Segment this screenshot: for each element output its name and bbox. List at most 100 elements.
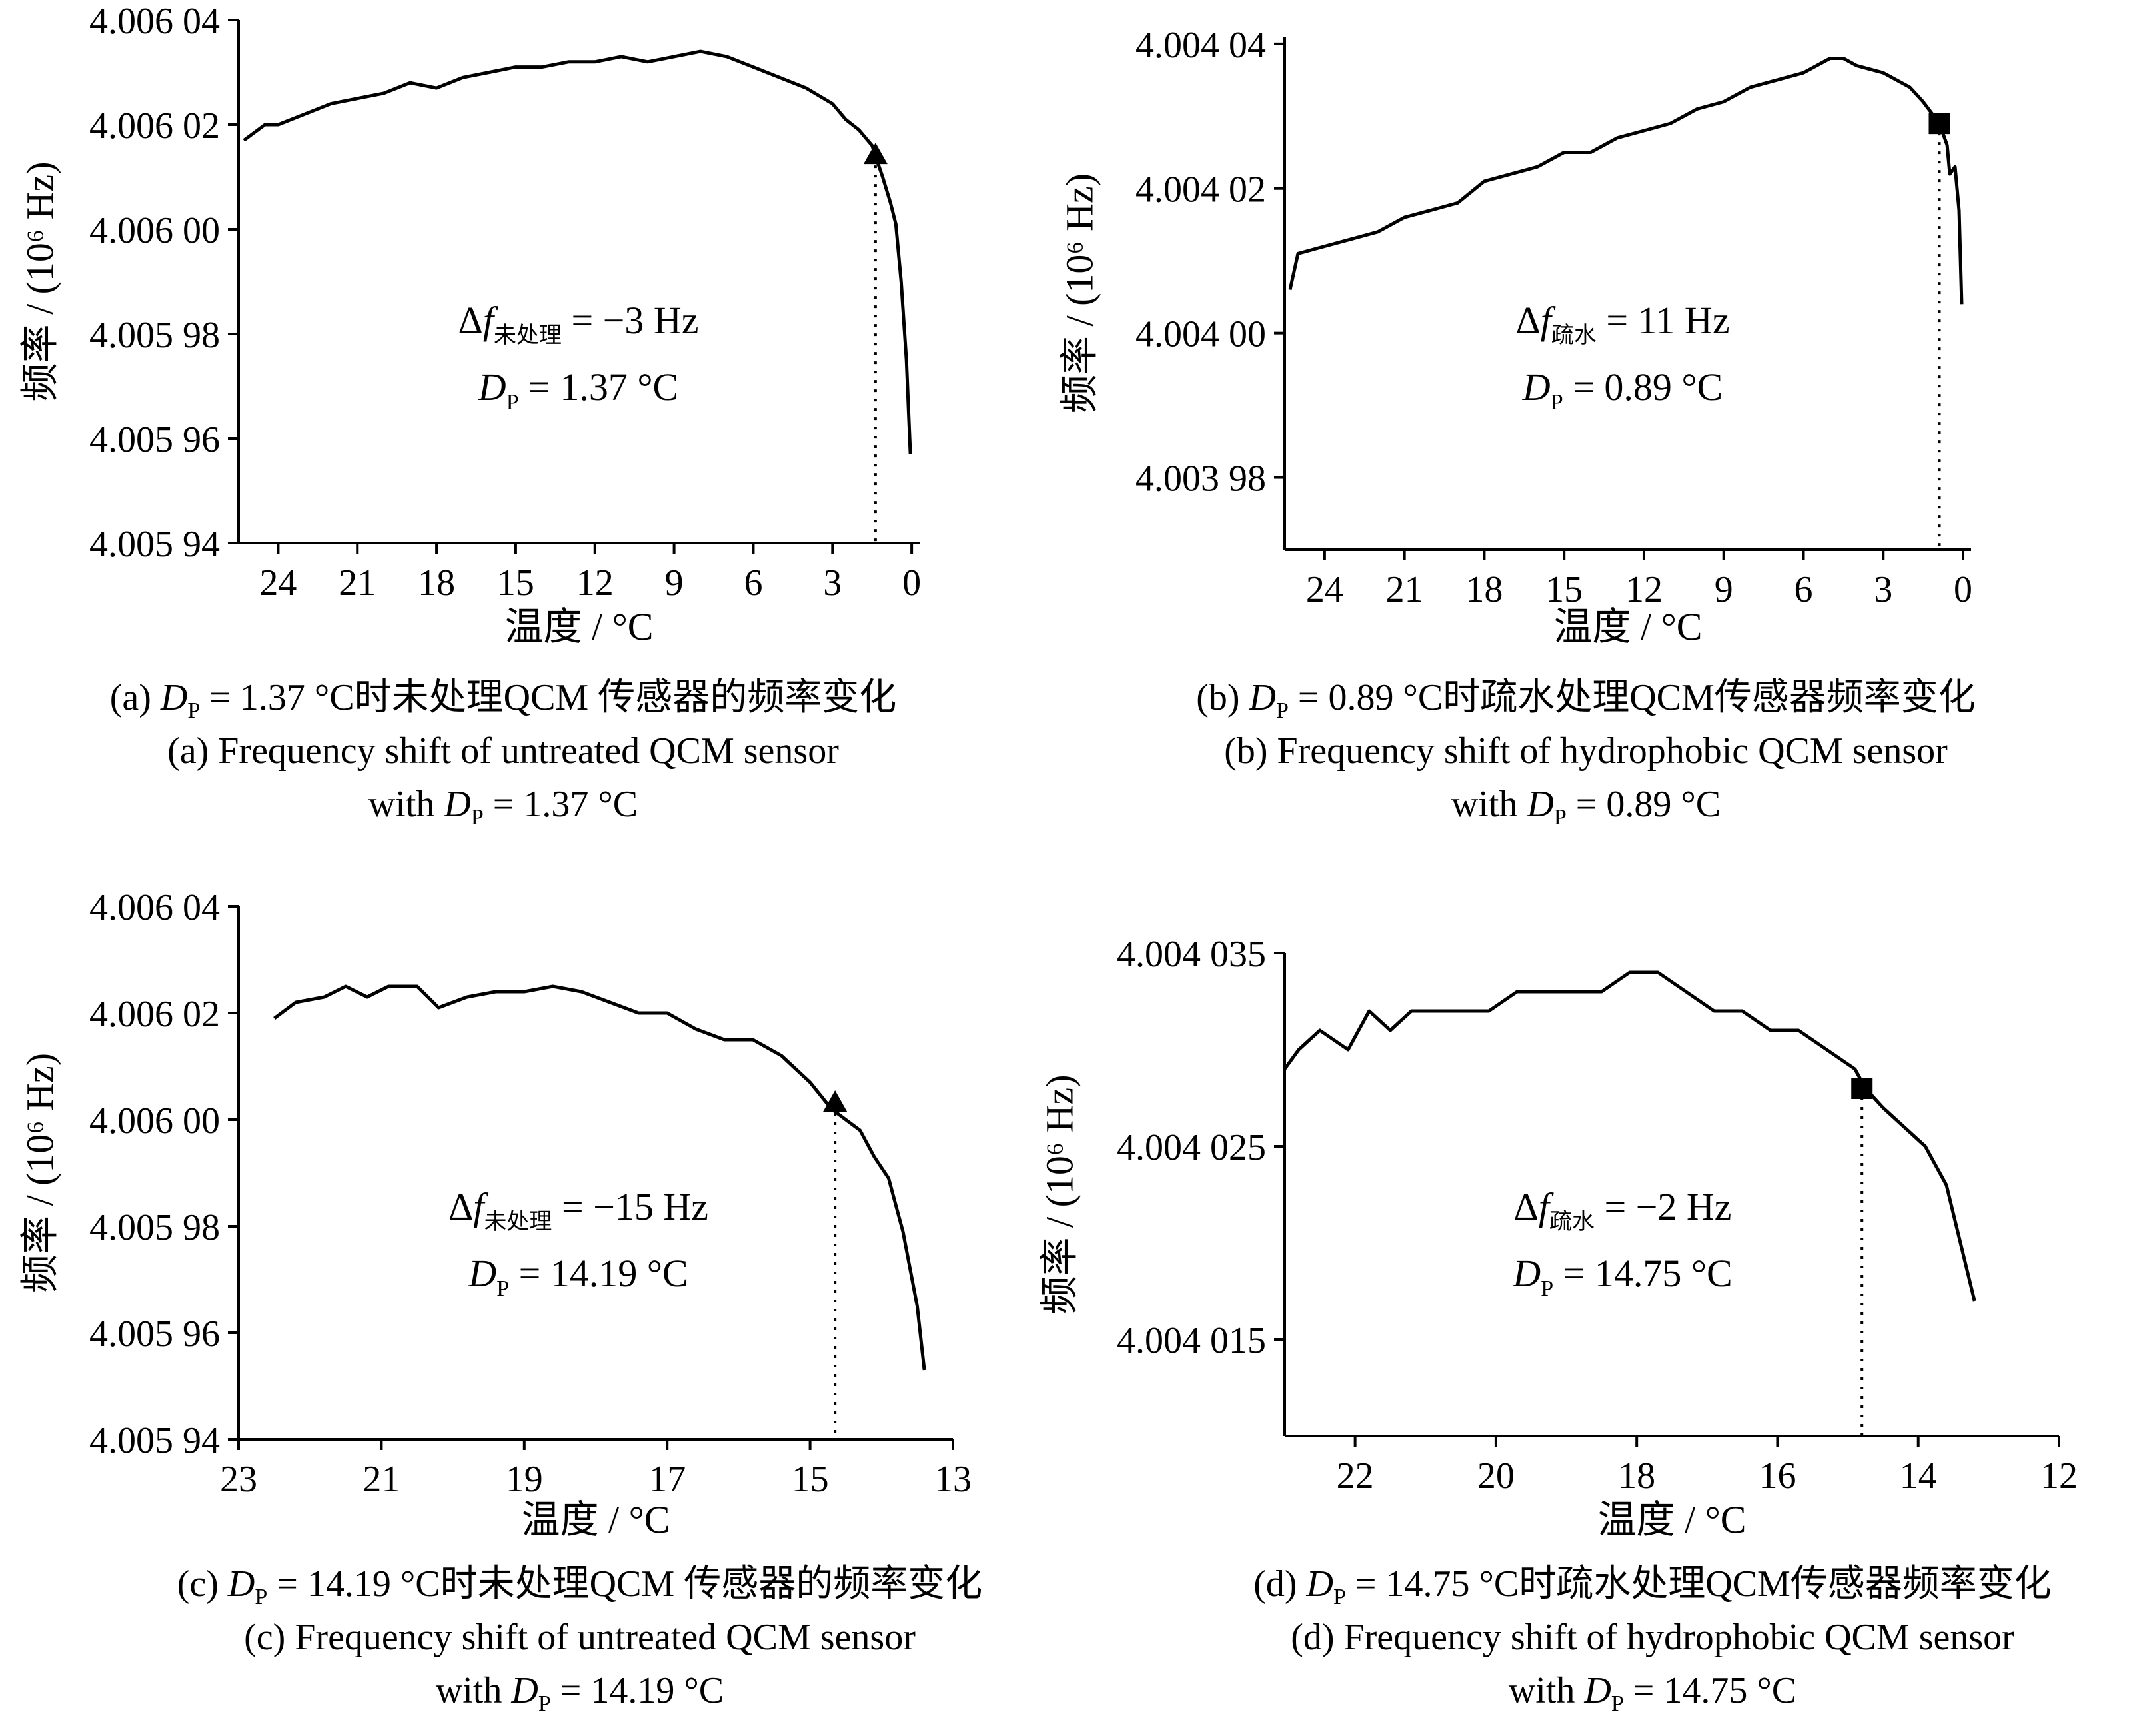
dew-point-marker-square bbox=[1928, 113, 1950, 135]
dp-subscript: P bbox=[187, 698, 200, 723]
dp-subscript: P bbox=[1276, 698, 1289, 723]
caption-english-line2: with DP = 1.37 °C bbox=[368, 784, 638, 830]
x-tick-label: 18 bbox=[1465, 569, 1503, 610]
caption-prefix: (a) bbox=[110, 677, 161, 718]
dew-point-annotation: DP = 14.75 °C bbox=[1512, 1252, 1732, 1301]
y-tick-label: 4.005 94 bbox=[89, 1420, 220, 1461]
caption-prefix: (c) bbox=[177, 1563, 228, 1605]
y-tick-label: 4.004 02 bbox=[1135, 169, 1266, 211]
dp-symbol: D bbox=[1512, 1252, 1541, 1295]
y-tick-label: 4.005 94 bbox=[89, 524, 220, 565]
y-axis-label: 频率 / (10⁶ Hz) bbox=[1058, 173, 1101, 413]
x-tick-label: 20 bbox=[1477, 1455, 1515, 1497]
caption-english-line1: (c) Frequency shift of untreated QCM sen… bbox=[244, 1617, 916, 1658]
x-tick-label: 0 bbox=[902, 562, 921, 604]
dew-point-marker-triangle bbox=[823, 1090, 848, 1112]
panel-c: 4.005 94 4.005 96 4.005 98 4.006 00 4.006 02… bbox=[19, 887, 983, 1716]
dp-value: = 1.37 °C bbox=[519, 365, 679, 409]
caption-english-line1: (a) Frequency shift of untreated QCM sen… bbox=[167, 730, 839, 772]
delta-f-annotation: Δf疏水 = 11 Hz bbox=[1515, 299, 1729, 348]
dp-subscript: P bbox=[1611, 1691, 1624, 1716]
y-tick-label: 4.004 025 bbox=[1117, 1127, 1266, 1168]
x-tick-label: 18 bbox=[418, 562, 455, 604]
x-tick-label: 18 bbox=[1618, 1455, 1655, 1497]
x-tick-label: 6 bbox=[744, 562, 762, 604]
x-axis-label: 温度 / °C bbox=[1554, 605, 1703, 648]
dp-symbol: D bbox=[510, 1670, 538, 1711]
y-axis-label: 频率 / (10⁶ Hz) bbox=[19, 1053, 62, 1293]
x-tick-label: 15 bbox=[497, 562, 534, 604]
x-tick-label: 19 bbox=[506, 1459, 543, 1500]
y-tick-label: 4.006 00 bbox=[89, 1100, 220, 1142]
x-tick-label: 3 bbox=[823, 562, 842, 604]
caption-zh-text: = 0.89 °C时疏水处理QCM传感器频率变化 bbox=[1289, 677, 1976, 718]
dp-subscript: P bbox=[496, 1276, 509, 1301]
x-tick-label: 6 bbox=[1794, 569, 1812, 610]
dp-subscript: P bbox=[538, 1691, 551, 1716]
dp-subscript: P bbox=[1541, 1276, 1553, 1301]
caption-with: with bbox=[436, 1670, 512, 1711]
caption-with: with bbox=[1509, 1670, 1585, 1711]
y-tick-label: 4.004 00 bbox=[1135, 314, 1266, 355]
y-tick-label: 4.006 04 bbox=[89, 887, 220, 928]
y-tick-label: 4.006 04 bbox=[89, 1, 220, 42]
x-tick-label: 0 bbox=[1954, 569, 1972, 610]
dp-symbol: D bbox=[1306, 1563, 1333, 1605]
dp-value: = 14.19 °C bbox=[509, 1252, 688, 1295]
dp-value: = 14.75 °C bbox=[1553, 1252, 1733, 1295]
caption-zh-text: = 1.37 °C时未处理QCM 传感器的频率变化 bbox=[200, 677, 896, 718]
x-tick-label: 16 bbox=[1759, 1455, 1796, 1497]
x-tick-label: 24 bbox=[259, 562, 297, 604]
x-tick-label: 21 bbox=[1386, 569, 1423, 610]
x-tick-label: 9 bbox=[665, 562, 684, 604]
x-tick-label: 14 bbox=[1900, 1455, 1937, 1497]
delta-f-annotation: Δf未处理 = −3 Hz bbox=[458, 299, 699, 348]
x-tick-label: 9 bbox=[1715, 569, 1733, 610]
dp-subscript: P bbox=[1333, 1585, 1346, 1609]
dp-symbol: D bbox=[1526, 784, 1553, 825]
x-tick-label: 24 bbox=[1306, 569, 1343, 610]
caption-english-line2: with DP = 0.89 °C bbox=[1451, 784, 1721, 830]
caption-english-line2: with DP = 14.75 °C bbox=[1509, 1670, 1796, 1716]
x-tick-label: 12 bbox=[1625, 569, 1663, 610]
y-axis-label: 频率 / (10⁶ Hz) bbox=[1038, 1074, 1081, 1314]
dp-symbol: D bbox=[1249, 677, 1276, 718]
caption-en-value: = 0.89 °C bbox=[1567, 784, 1721, 825]
caption-english-line1: (b) Frequency shift of hydrophobic QCM s… bbox=[1224, 730, 1948, 772]
dew-point-annotation: DP = 14.19 °C bbox=[468, 1252, 688, 1301]
y-tick-label: 4.006 02 bbox=[89, 105, 220, 147]
y-tick-label: 4.005 96 bbox=[89, 1313, 220, 1355]
delta-f-subscript: 未处理 bbox=[494, 323, 562, 348]
delta-f-value: = 11 Hz bbox=[1597, 299, 1730, 342]
dp-symbol: D bbox=[443, 784, 470, 825]
delta-f-subscript: 未处理 bbox=[484, 1209, 552, 1234]
y-tick-label: 4.004 015 bbox=[1117, 1320, 1266, 1361]
dp-subscript: P bbox=[471, 805, 484, 830]
x-tick-label: 13 bbox=[934, 1459, 972, 1500]
y-tick-label: 4.004 04 bbox=[1135, 25, 1266, 66]
x-tick-label: 21 bbox=[339, 562, 376, 604]
caption-chinese: (a) DP = 1.37 °C时未处理QCM 传感器的频率变化 bbox=[110, 677, 896, 723]
panel-b: 4.003 98 4.004 00 4.004 02 4.004 04 24 21 18 15… bbox=[1058, 25, 1976, 830]
dew-point-annotation: DP = 0.89 °C bbox=[1522, 365, 1723, 415]
dp-symbol: D bbox=[1583, 1670, 1611, 1711]
x-tick-label: 17 bbox=[648, 1459, 686, 1500]
delta-f-subscript: 疏水 bbox=[1551, 323, 1597, 348]
caption-prefix: (d) bbox=[1253, 1563, 1306, 1605]
x-tick-label: 12 bbox=[576, 562, 614, 604]
delta-f-value: = −2 Hz bbox=[1595, 1185, 1732, 1228]
frequency-curve bbox=[273, 984, 926, 1371]
caption-chinese: (b) DP = 0.89 °C时疏水处理QCM传感器频率变化 bbox=[1196, 677, 1976, 723]
y-tick-label: 4.006 02 bbox=[89, 994, 220, 1035]
x-tick-label: 21 bbox=[362, 1459, 400, 1500]
x-axis-label: 温度 / °C bbox=[505, 605, 654, 648]
x-tick-label: 3 bbox=[1874, 569, 1892, 610]
caption-zh-text: = 14.19 °C时未处理QCM 传感器的频率变化 bbox=[267, 1563, 982, 1605]
y-tick-label: 4.005 96 bbox=[89, 419, 220, 460]
frequency-curve bbox=[1288, 57, 1964, 305]
caption-chinese: (c) DP = 14.19 °C时未处理QCM 传感器的频率变化 bbox=[177, 1563, 982, 1609]
delta-f-annotation: Δf疏水 = −2 Hz bbox=[1514, 1185, 1732, 1234]
frequency-curve bbox=[1283, 970, 1976, 1302]
x-tick-label: 15 bbox=[792, 1459, 829, 1500]
caption-with: with bbox=[1451, 784, 1527, 825]
